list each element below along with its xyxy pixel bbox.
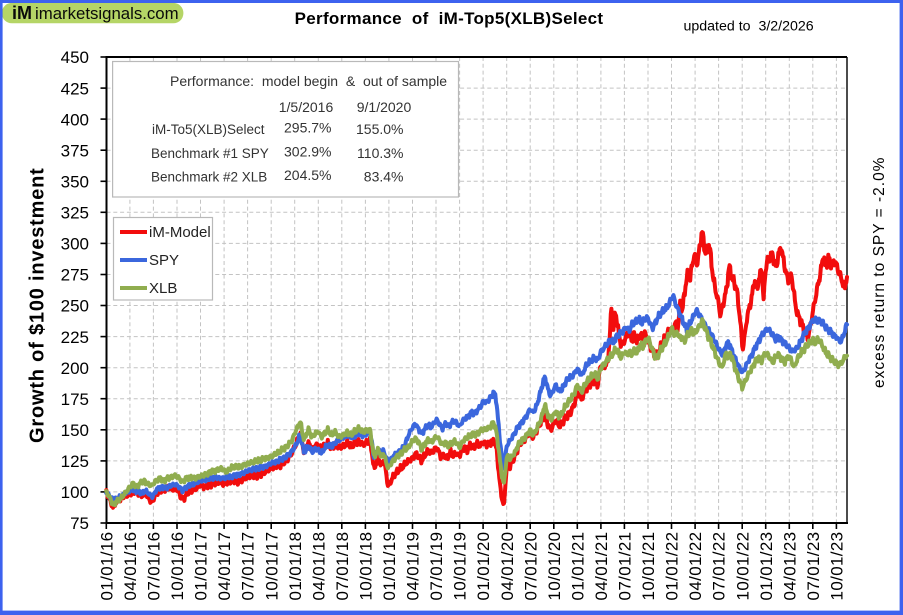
svg-text:10/01/20: 10/01/20 xyxy=(545,532,564,601)
svg-text:10/01/18: 10/01/18 xyxy=(357,532,376,601)
svg-text:10/01/23: 10/01/23 xyxy=(828,532,847,601)
svg-text:Performance of iM-Top5(XLB)S: Performance of iM-Top5(XLB)Select xyxy=(295,9,604,28)
svg-text:175: 175 xyxy=(61,390,89,409)
svg-text:01/01/23: 01/01/23 xyxy=(757,532,776,601)
svg-text:07/01/21: 07/01/21 xyxy=(616,532,635,601)
svg-text:07/01/18: 07/01/18 xyxy=(333,532,352,601)
svg-text:01/01/20: 01/01/20 xyxy=(474,532,493,601)
svg-text:04/01/18: 04/01/18 xyxy=(309,532,328,601)
svg-text:10/01/21: 10/01/21 xyxy=(639,532,658,601)
svg-text:10/01/22: 10/01/22 xyxy=(733,532,752,601)
svg-text:01/01/22: 01/01/22 xyxy=(663,532,682,601)
svg-text:07/01/22: 07/01/22 xyxy=(710,532,729,601)
svg-text:iM-To5(XLB)Select: iM-To5(XLB)Select xyxy=(152,122,265,137)
svg-text:302.9%: 302.9% xyxy=(284,144,331,160)
svg-text:04/01/22: 04/01/22 xyxy=(686,532,705,601)
svg-text:10/01/16: 10/01/16 xyxy=(168,532,187,601)
svg-text:100: 100 xyxy=(61,483,89,502)
svg-text:excess return to SPY = -2.0%: excess return to SPY = -2.0% xyxy=(871,157,888,388)
svg-text:400: 400 xyxy=(61,110,89,129)
svg-text:iM-Model: iM-Model xyxy=(149,224,211,241)
svg-text:07/01/20: 07/01/20 xyxy=(521,532,540,601)
svg-text:225: 225 xyxy=(61,328,89,347)
svg-text:01/01/19: 01/01/19 xyxy=(380,532,399,601)
svg-text:9/1/2020: 9/1/2020 xyxy=(357,99,412,115)
svg-text:10/01/19: 10/01/19 xyxy=(451,532,470,601)
svg-text:SPY: SPY xyxy=(149,252,179,269)
svg-text:200: 200 xyxy=(61,359,89,378)
svg-text:Performance: model begin &: Performance: model begin & out of sample xyxy=(170,73,447,89)
svg-text:275: 275 xyxy=(61,266,89,285)
svg-text:375: 375 xyxy=(61,141,89,160)
svg-text:01/01/18: 01/01/18 xyxy=(286,532,305,601)
svg-text:450: 450 xyxy=(61,48,89,67)
svg-text:07/01/23: 07/01/23 xyxy=(804,532,823,601)
svg-text:75: 75 xyxy=(70,514,89,533)
svg-text:Benchmark #1 SPY: Benchmark #1 SPY xyxy=(151,146,269,161)
svg-text:250: 250 xyxy=(61,297,89,316)
svg-text:07/01/19: 07/01/19 xyxy=(427,532,446,601)
svg-text:XLB: XLB xyxy=(149,280,177,297)
svg-text:150: 150 xyxy=(61,421,89,440)
svg-text:04/01/17: 04/01/17 xyxy=(215,532,234,601)
svg-text:10/01/17: 10/01/17 xyxy=(262,532,281,601)
svg-text:01/01/16: 01/01/16 xyxy=(97,532,116,601)
svg-text:83.4%: 83.4% xyxy=(364,169,404,185)
svg-text:04/01/21: 04/01/21 xyxy=(592,532,611,601)
svg-text:300: 300 xyxy=(61,235,89,254)
svg-text:07/01/16: 07/01/16 xyxy=(145,532,164,601)
svg-text:350: 350 xyxy=(61,173,89,192)
svg-text:07/01/17: 07/01/17 xyxy=(239,532,258,601)
svg-text:204.5%: 204.5% xyxy=(284,167,331,183)
svg-text:01/01/17: 01/01/17 xyxy=(192,532,211,601)
svg-text:04/01/20: 04/01/20 xyxy=(498,532,517,601)
svg-text:04/01/23: 04/01/23 xyxy=(780,532,799,601)
svg-text:iM: iM xyxy=(12,3,32,23)
svg-text:04/01/16: 04/01/16 xyxy=(121,532,140,601)
svg-text:295.7%: 295.7% xyxy=(284,120,331,136)
svg-text:1/5/2016: 1/5/2016 xyxy=(279,99,334,115)
svg-text:110.3%: 110.3% xyxy=(357,145,403,161)
svg-text:Benchmark #2 XLB: Benchmark #2 XLB xyxy=(151,170,267,185)
svg-text:updated to 3/2/2026: updated to 3/2/2026 xyxy=(684,19,814,35)
svg-text:Growth of $100 investment: Growth of $100 investment xyxy=(27,167,49,443)
svg-text:325: 325 xyxy=(61,204,89,223)
svg-text:01/01/21: 01/01/21 xyxy=(568,532,587,601)
svg-text:imarketsignals.com: imarketsignals.com xyxy=(35,4,179,23)
svg-text:155.0%: 155.0% xyxy=(356,121,403,137)
svg-text:425: 425 xyxy=(61,79,89,98)
svg-text:125: 125 xyxy=(61,452,89,471)
svg-text:04/01/19: 04/01/19 xyxy=(404,532,423,601)
